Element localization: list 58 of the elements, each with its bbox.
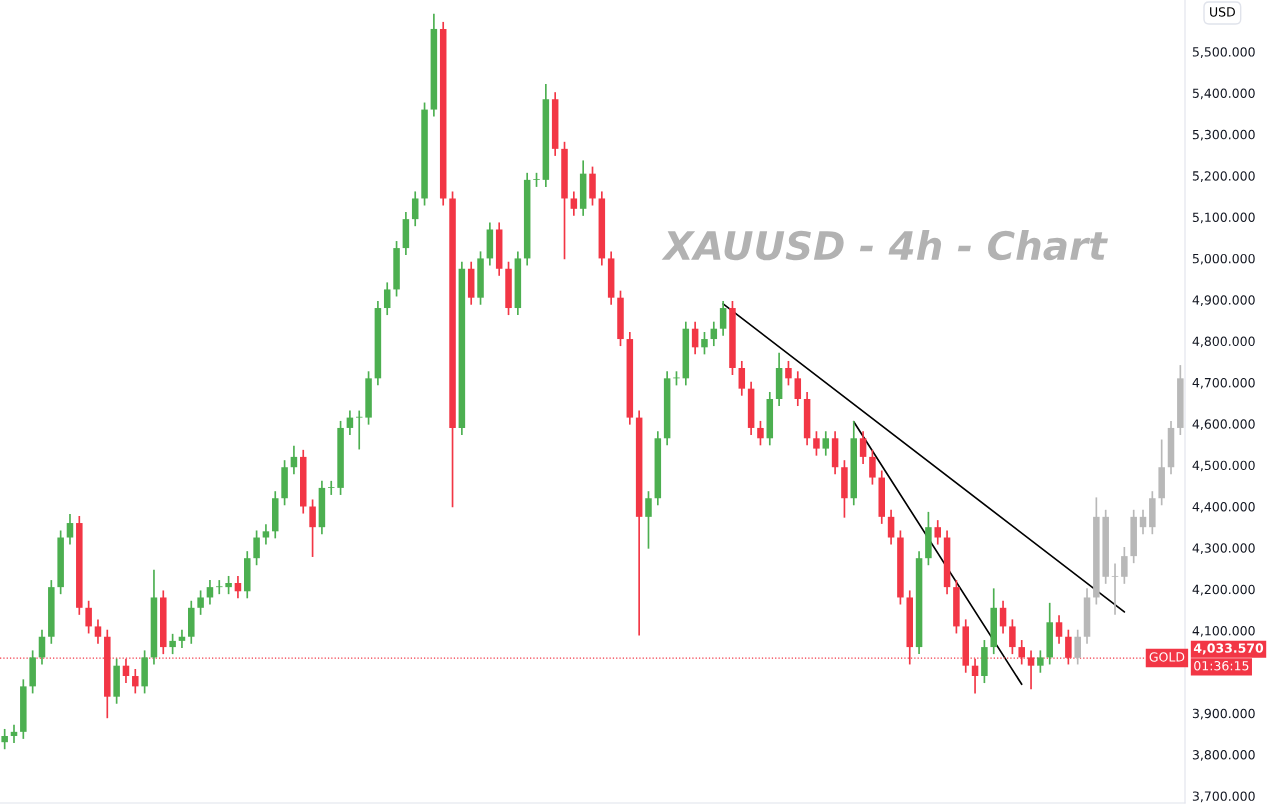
candlestick (1, 728, 8, 750)
y-tick-label: 5,000.000 (1192, 253, 1255, 265)
y-tick-label: 5,500.000 (1192, 47, 1255, 58)
y-tick-label: 5,400.000 (1192, 88, 1255, 100)
candlestick (757, 420, 764, 446)
candlestick (355, 410, 363, 450)
candlestick (197, 590, 204, 615)
text: XAUUSD - 4h - Chart (661, 230, 1108, 261)
y-tick-label: 4,900.000 (1192, 295, 1255, 306)
candlestick (813, 431, 820, 456)
candlestick (1037, 650, 1044, 673)
y-tick-label: 3,800.000 (1192, 750, 1255, 761)
y-tick-label: 4,500.000 (1192, 460, 1255, 472)
y-tick-label: 5,100.000 (1192, 212, 1255, 224)
ref-line-label: GOLD (1149, 652, 1185, 662)
candlestick (132, 668, 139, 694)
candlestick (887, 509, 895, 545)
candlestick (785, 360, 792, 386)
candlestick (738, 360, 746, 396)
y-tick-label: 4,300.000 (1192, 543, 1255, 555)
candlestick (1009, 619, 1016, 655)
candlestick (822, 431, 830, 456)
candlestick (309, 499, 316, 557)
y-tick-label: 4,700.000 (1192, 377, 1255, 389)
candlestick (570, 191, 578, 216)
text: 4,033.570 (1193, 643, 1264, 655)
text: 01:36:15 (1194, 661, 1249, 671)
y-tick-label: 4,800.000 (1192, 336, 1255, 348)
text: USD (1210, 7, 1235, 17)
candlestick (1121, 547, 1128, 584)
candlestick (66, 513, 74, 545)
y-tick-label: 4,400.000 (1192, 501, 1255, 513)
candlestick (94, 619, 102, 644)
candlestick (383, 282, 391, 316)
y-tick-label: 4,200.000 (1192, 584, 1255, 596)
candlestick (1111, 563, 1119, 615)
candlestick (216, 580, 223, 595)
candlestick (869, 449, 876, 485)
y-tick-label: 4,100.000 (1192, 626, 1255, 637)
candlestick (1074, 629, 1081, 665)
y-tick-label: 5,300.000 (1192, 129, 1255, 141)
candlestick (262, 524, 270, 545)
candlestick (859, 431, 867, 464)
candlestick (701, 332, 708, 355)
candlestick (645, 491, 652, 549)
candlestick (169, 633, 176, 655)
candlestick (411, 191, 419, 227)
candlestick (253, 530, 260, 566)
candlestick (85, 600, 92, 634)
y-tick-label: 3,900.000 (1192, 708, 1255, 720)
candlestick (934, 520, 941, 545)
candlestick (327, 480, 335, 495)
y-tick-label: 5,200.000 (1192, 171, 1255, 182)
candlestick (719, 301, 727, 336)
y-tick-label: 3,700.000 (1192, 791, 1255, 803)
candlestick (794, 371, 802, 407)
candlestick (1055, 615, 1063, 644)
y-tick-label: 4,600.000 (1192, 419, 1255, 431)
